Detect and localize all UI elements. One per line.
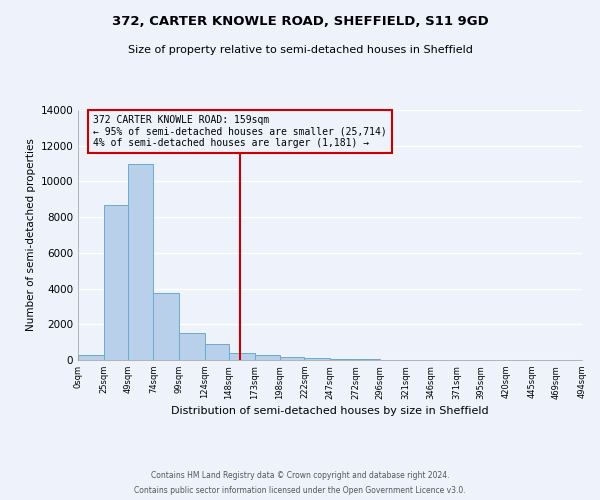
Bar — [280, 358, 304, 360]
Bar — [229, 353, 254, 360]
Bar — [78, 354, 104, 360]
Bar — [179, 333, 205, 360]
Text: Size of property relative to semi-detached houses in Sheffield: Size of property relative to semi-detach… — [128, 45, 472, 55]
Text: Contains public sector information licensed under the Open Government Licence v3: Contains public sector information licen… — [134, 486, 466, 495]
Bar — [330, 359, 356, 360]
Bar — [128, 164, 154, 360]
Bar — [356, 359, 380, 360]
Bar — [205, 344, 229, 360]
Text: 372 CARTER KNOWLE ROAD: 159sqm
← 95% of semi-detached houses are smaller (25,714: 372 CARTER KNOWLE ROAD: 159sqm ← 95% of … — [93, 115, 387, 148]
Bar — [254, 354, 280, 360]
Text: 372, CARTER KNOWLE ROAD, SHEFFIELD, S11 9GD: 372, CARTER KNOWLE ROAD, SHEFFIELD, S11 … — [112, 15, 488, 28]
Y-axis label: Number of semi-detached properties: Number of semi-detached properties — [26, 138, 36, 332]
Bar — [104, 204, 128, 360]
Bar — [154, 293, 179, 360]
Bar — [304, 358, 330, 360]
X-axis label: Distribution of semi-detached houses by size in Sheffield: Distribution of semi-detached houses by … — [171, 406, 489, 415]
Text: Contains HM Land Registry data © Crown copyright and database right 2024.: Contains HM Land Registry data © Crown c… — [151, 471, 449, 480]
